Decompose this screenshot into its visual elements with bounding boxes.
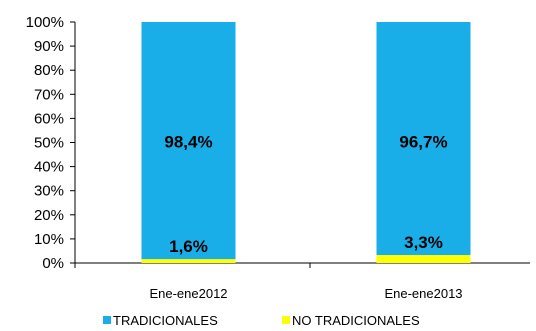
y-tick-label: 60% [34, 110, 64, 127]
legend-label: NO TRADICIONALES [292, 313, 420, 328]
y-tick-label: 50% [34, 135, 64, 152]
y-tick-label: 20% [34, 207, 64, 224]
data-label-tradicionales: 98,4% [164, 133, 212, 152]
data-label-tradicionales: 96,7% [399, 133, 447, 152]
data-labels: 98,4% 1,6% 96,7% 3,3% [164, 133, 447, 257]
y-tick-label: 10% [34, 231, 64, 248]
y-tick-label: 40% [34, 159, 64, 176]
y-tick-label: 0% [42, 255, 64, 272]
data-label-no-tradicionales: 3,3% [404, 233, 443, 252]
y-tick-label: 30% [34, 183, 64, 200]
bar-no-tradicionales [376, 255, 471, 263]
y-tick-label: 100% [26, 14, 64, 31]
y-tick-label: 70% [34, 86, 64, 103]
y-tick-label: 80% [34, 62, 64, 79]
x-axis: Ene-ene2012 Ene-ene2013 [74, 262, 530, 301]
x-category-label: Ene-ene2013 [384, 286, 462, 301]
legend-label: TRADICIONALES [113, 313, 218, 328]
bars [141, 22, 471, 263]
bar-tradicionales [376, 22, 471, 256]
legend-swatch [282, 316, 290, 324]
y-tick-label: 90% [34, 38, 64, 55]
bar-tradicionales [141, 22, 236, 260]
y-axis: 0% 10% 20% 30% 40% 50% 60% 70% 80% 90% 100% [26, 14, 76, 272]
data-label-no-tradicionales: 1,6% [169, 237, 208, 256]
x-category-label: Ene-ene2012 [149, 286, 227, 301]
bar-no-tradicionales [141, 259, 236, 263]
legend: TRADICIONALES NO TRADICIONALES [103, 313, 420, 328]
legend-swatch [103, 316, 111, 324]
